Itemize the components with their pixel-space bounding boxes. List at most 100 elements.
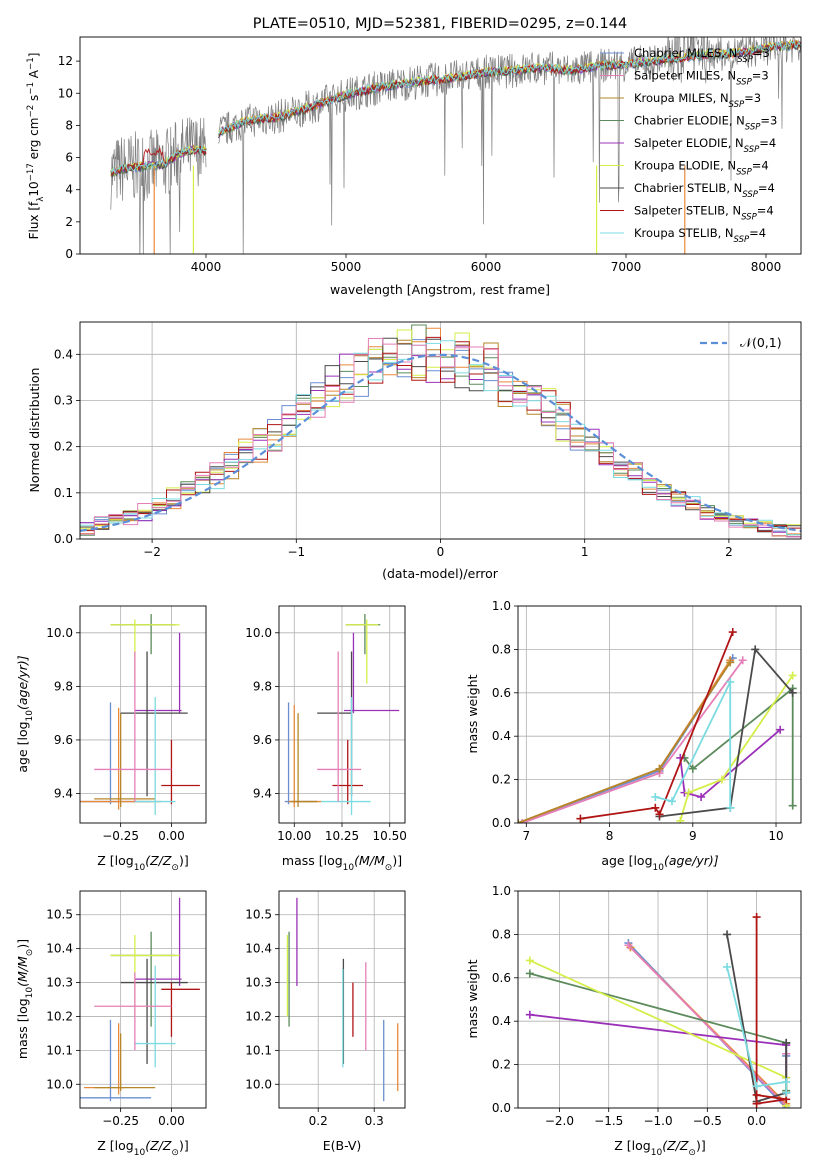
label-part: (age/yr)] [664, 853, 719, 868]
x-tick-label: 0.2 [309, 1114, 328, 1128]
weight-marker [655, 810, 664, 819]
y-tick-label: 10.2 [245, 1009, 272, 1023]
x-tick-label: −2 [143, 545, 161, 559]
weight-series-8 [580, 631, 734, 820]
weight-marker [667, 797, 676, 806]
weight-marker [782, 1077, 791, 1086]
y-tick-label: 10.5 [46, 908, 73, 922]
y-tick-label: 9.8 [54, 679, 73, 693]
y-tick-label: 10 [58, 86, 73, 100]
x-tick-label: 4000 [191, 260, 222, 274]
label-part: −1 [26, 57, 36, 70]
x-tick-label: −0.25 [102, 1114, 139, 1128]
weight-marker [782, 1088, 791, 1097]
x-axis-label: Z [log10(Z/Z⊙)] [97, 1138, 188, 1158]
weight-marker [525, 1010, 534, 1019]
plot-area [286, 897, 399, 1102]
y-tick-label: 10.1 [245, 1043, 272, 1057]
legend-tail: =4 [749, 226, 766, 240]
weight-series-8 [726, 966, 788, 1093]
label-part: )] [179, 1138, 189, 1153]
legend-entry: Salpeter ELODIE, NSSP=4 [634, 136, 776, 155]
label-part: −1 [26, 82, 36, 95]
x-tick-label: −1.0 [643, 1114, 672, 1128]
y-axis-label: mass [log10(M/M⊙)] [15, 939, 35, 1059]
y-tick-label: 6 [65, 151, 73, 165]
label-part: A [27, 69, 41, 82]
y-tick-label: 10.0 [245, 1077, 272, 1091]
weight-marker [782, 1038, 791, 1047]
weight-series-9 [655, 681, 732, 808]
label-part: 10 [25, 710, 35, 722]
legend-name: Kroupa STELIB, N [634, 226, 734, 240]
legend-tail: =4 [759, 136, 776, 150]
weight-series-7 [659, 647, 794, 818]
x-tick-label: −0.25 [102, 829, 139, 843]
weight-marker [726, 803, 735, 812]
x-tick-label: 10.25 [325, 829, 359, 843]
legend-sub: SSP [741, 213, 757, 223]
legend-name: Chabrier ELODIE, N [634, 114, 745, 128]
model-spectrum-8 [110, 40, 801, 175]
x-tick-label: 10 [768, 829, 783, 843]
legend-entry: Chabrier ELODIE, NSSP=3 [634, 114, 777, 133]
legend-entry: Chabrier MILES, NSSP=3 [634, 46, 770, 65]
axes-frame [79, 890, 207, 1109]
weight-marker [726, 658, 735, 667]
y-tick-label: 0.3 [54, 393, 73, 407]
y-tick-label: 9.6 [54, 733, 73, 747]
legend-name: Salpeter STELIB, N [634, 204, 741, 218]
y-axis-label: mass weight [465, 959, 480, 1038]
x-axis-label: (data-model)/error [382, 566, 499, 581]
label-part: ] [27, 53, 41, 58]
label-part: 10 [134, 1148, 146, 1158]
y-tick-label: 9.6 [253, 733, 272, 747]
legend-name: Salpeter MILES, N [634, 69, 736, 83]
x-axis-label: age [log10(age/yr)] [601, 853, 718, 873]
y-tick-label: 8 [65, 118, 73, 132]
x-tick-label: 7000 [611, 260, 642, 274]
label-part: Z [log [97, 853, 133, 868]
label-part: (Z/Z [145, 853, 172, 868]
panel-weight-vs-z: −2.0 −1.5 −1.0 −0.5 0.0 0.0 0.2 0.4 0.6 0.8 1.0 Z [… [465, 884, 802, 1158]
weight-marker [525, 956, 534, 965]
x-tick-label: −0.5 [693, 1114, 722, 1128]
panel-mass-vs-ebv: 0.2 0.3 10.0 10.1 10.2 10.3 10.4 10.5 E(B-V) [245, 890, 406, 1153]
x-tick-label: −2.0 [545, 1114, 574, 1128]
plot-area [518, 628, 797, 823]
plot-area [80, 324, 801, 538]
weight-marker [751, 645, 760, 654]
weight-marker [752, 1090, 761, 1099]
label-part: (M/M [354, 853, 385, 868]
label-part: Z [log [97, 1138, 133, 1153]
axes-frame [79, 321, 802, 540]
y-axis-label: age [log10(age/yr)] [15, 655, 35, 772]
weight-marker [676, 816, 685, 823]
label-part: age [log [601, 853, 652, 868]
y-tick-label: 0.2 [492, 773, 511, 787]
x-tick-label: 2 [725, 545, 733, 559]
weight-marker [738, 656, 747, 665]
weight-marker [728, 628, 737, 637]
y-tick-label: 10.3 [245, 976, 272, 990]
plot-area [110, 37, 801, 254]
y-tick-label: 10.3 [46, 976, 73, 990]
panel-spectrum: 4000 5000 6000 7000 8000 0 2 4 6 8 10 12 Chabrier MI… [26, 16, 802, 297]
x-tick-label: 5000 [331, 260, 362, 274]
label-part: Flux [f [27, 201, 41, 239]
residual-histogram-9 [80, 338, 801, 538]
x-tick-label: −1 [287, 545, 305, 559]
model-spectrum-4 [110, 39, 801, 175]
legend-sub: SSP [736, 168, 752, 178]
model-spectrum-5 [110, 39, 801, 176]
label-part: ⊙ [171, 1148, 179, 1158]
legend-tail: =4 [757, 204, 774, 218]
x-tick-label: 0.00 [158, 1114, 185, 1128]
weight-marker [525, 969, 534, 978]
x-tick-label: 7 [523, 829, 531, 843]
x-tick-label: 1 [581, 545, 589, 559]
y-axis-label: mass weight [465, 674, 480, 753]
chart-title: PLATE=0510, MJD=52381, FIBERID=0295, z=0… [253, 16, 627, 32]
panel-age-vs-mass: 10.00 10.25 10.50 9.4 9.6 9.8 10.0 mass [log10(… [245, 605, 407, 873]
